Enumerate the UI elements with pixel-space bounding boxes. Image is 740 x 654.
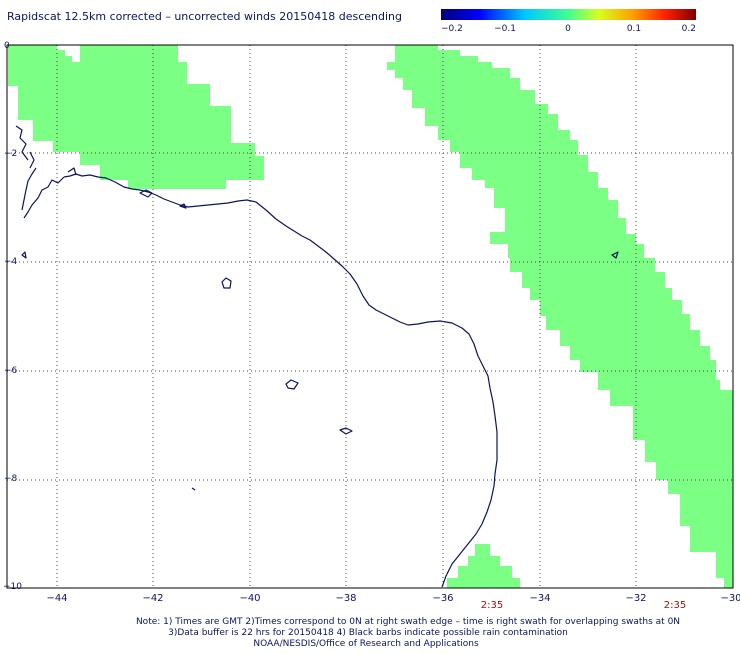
coastline-islet <box>139 189 153 198</box>
x-tick-label: −36 <box>432 593 453 604</box>
colorbar-ticks: −0.2 −0.1 0 0.1 0.2 <box>441 24 696 34</box>
colorbar-tick-label: 0 <box>565 24 571 34</box>
coastline-islet <box>339 427 353 435</box>
coastline-islet <box>67 167 77 176</box>
colorbar-tick-label: 0.2 <box>682 24 696 34</box>
coastline-islet <box>221 277 232 289</box>
x-tick-label: −34 <box>529 593 550 604</box>
wind-swaths <box>8 45 733 588</box>
x-tick-label: −30 <box>720 593 740 604</box>
swath-time-label: 2:35 <box>481 600 503 611</box>
note-line: 3)Data buffer is 22 hrs for 20150418 4) … <box>168 628 568 638</box>
colorbar-tick-label: −0.2 <box>441 24 463 34</box>
map-grid <box>7 45 733 588</box>
notes: Note: 1) Times are GMT 2)Times correspon… <box>136 617 680 649</box>
y-tick-label: −6 <box>4 366 18 376</box>
x-tick-label: −44 <box>46 593 67 604</box>
swath-coverage-area <box>387 45 733 588</box>
y-tick-label: −4 <box>4 257 18 267</box>
note-line: Note: 1) Times are GMT 2)Times correspon… <box>136 617 680 627</box>
x-axis-labels: −44 −42 −40 −38 −36 −34 −32 −30 <box>46 593 740 604</box>
colorbar-tick-label: 0.1 <box>627 24 641 34</box>
coastline-delta <box>15 125 65 219</box>
note-line: NOAA/NESDIS/Office of Research and Appli… <box>253 639 479 649</box>
y-tick-label: −10 <box>3 582 22 592</box>
coastline-islet <box>191 487 196 491</box>
y-tick-label: −2 <box>4 149 17 159</box>
map-frame <box>6 44 734 589</box>
coastline-islet <box>611 251 619 259</box>
x-tick-label: −40 <box>239 593 260 604</box>
x-tick-label: −32 <box>625 593 646 604</box>
map-title: Rapidscat 12.5km corrected – uncorrected… <box>7 10 402 23</box>
y-tick-label: 0 <box>4 41 10 51</box>
coastline-mainland <box>63 173 498 588</box>
swath-coverage-area <box>447 544 520 588</box>
y-axis-labels: 0 −2 −4 −6 −8 −10 <box>3 41 22 592</box>
colorbar <box>441 9 696 20</box>
colorbar-tick-label: −0.1 <box>494 24 516 34</box>
coastline-islet <box>21 251 27 259</box>
coastline-islet <box>179 203 187 209</box>
coastline-islet <box>285 379 299 390</box>
swath-time-labels: 2:35 2:35 <box>481 600 686 611</box>
swath-time-label: 2:35 <box>664 600 686 611</box>
x-tick-label: −42 <box>142 593 163 604</box>
swath-coverage-area <box>8 45 264 189</box>
coastline <box>15 125 619 588</box>
x-tick-label: −38 <box>335 593 356 604</box>
y-tick-label: −8 <box>4 474 18 484</box>
